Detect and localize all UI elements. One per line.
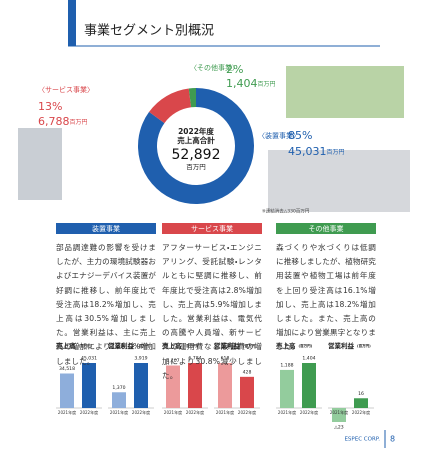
year-label: 2022年度 (300, 409, 318, 415)
chart-title: 売上高 (百万円) (162, 341, 199, 350)
bar (280, 369, 294, 408)
year-label: 2022年度 (80, 409, 98, 415)
bar (354, 398, 368, 408)
bar (218, 363, 232, 408)
bar (112, 392, 126, 408)
bar (60, 373, 74, 408)
donut-segment (149, 88, 192, 124)
segment-amount: 1,404百万円 (226, 77, 276, 90)
donut-segment (138, 88, 254, 204)
column-heading-bg (162, 223, 262, 234)
note: ※連結消去△330百万円 (262, 208, 310, 215)
chart-unit: (百万円) (79, 343, 93, 348)
year-label: 2021年度 (110, 409, 128, 415)
chart-unit: (百万円) (357, 343, 371, 348)
bar (188, 363, 202, 408)
donut-unit: 百万円 (186, 163, 206, 171)
page-number: 8 (390, 435, 395, 444)
chart-title-text: 営業利益 (214, 341, 241, 350)
column-text: 森づくりや水づくりは低調に推移しましたが、植物研究用装置や植物工場は前年度を上回… (276, 243, 376, 352)
bar-label: 34,518 (59, 366, 75, 372)
year-label: 2022年度 (238, 409, 256, 415)
bar (332, 408, 346, 422)
chart-title: 営業利益 (百万円) (328, 341, 371, 350)
column-heading: サービス事業 (191, 224, 233, 233)
bar-label: 16 (358, 391, 364, 397)
segment-percent: 13% (38, 100, 62, 113)
chart-title: 営業利益 (百万円) (214, 341, 257, 350)
segment-amount-value: 6,788 (38, 115, 70, 128)
segment-amount: 45,031百万円 (288, 145, 345, 158)
donut-segment (188, 88, 196, 108)
segment-amount-value: 45,031 (288, 145, 327, 158)
segment-amount-unit: 百万円 (70, 119, 88, 126)
year-label: 2021年度 (164, 409, 182, 415)
column-heading: その他事業 (309, 224, 344, 233)
segment-amount-unit: 百万円 (327, 149, 345, 156)
segment-name: 〈その他事業〉 (190, 63, 239, 72)
bar-label: 1,370 (112, 385, 125, 391)
chart-title: 営業利益 (百万円) (108, 341, 151, 350)
segment-amount-value: 1,404 (226, 77, 258, 90)
chart-title-text: 売上高 (56, 341, 76, 350)
chart-unit: (百万円) (137, 343, 151, 348)
donut-year: 2022年度 (178, 126, 214, 136)
bar (82, 363, 96, 408)
year-label: 2021年度 (58, 409, 76, 415)
bar-label: △23 (334, 425, 343, 431)
segment-name: 〈装置事業〉 (258, 131, 300, 140)
bar-label: 428 (243, 369, 252, 375)
bar (166, 365, 180, 408)
bar (240, 376, 254, 408)
page-title: 事業セグメント別概況 (84, 23, 214, 39)
column-text: アフターサービス・エンジニアリング、受託試験・レンタルともに堅調に推移し、前年度… (162, 243, 262, 380)
bar (134, 363, 148, 408)
chart-title: 売上高 (百万円) (56, 341, 93, 350)
chart-unit: (百万円) (185, 343, 199, 348)
chart-title-text: 営業利益 (328, 341, 355, 350)
photo (18, 128, 62, 200)
bar-label: 1,188 (280, 362, 293, 368)
bar-label: 618 (221, 356, 230, 362)
bar-label: 45,031 (81, 356, 97, 362)
segment-name: 〈サービス事業〉 (38, 85, 94, 94)
year-label: 2022年度 (132, 409, 150, 415)
segment-percent: 2% (226, 63, 243, 76)
year-label: 2021年度 (278, 409, 296, 415)
bar (302, 363, 316, 408)
donut-chart (138, 88, 254, 204)
bar-label: 3,919 (134, 356, 147, 362)
segment-amount-unit: 百万円 (258, 81, 276, 88)
year-label: 2022年度 (186, 409, 204, 415)
chart-title-text: 売上高 (276, 341, 296, 350)
photo (268, 150, 410, 212)
company: ESPEC CORP. (344, 437, 380, 443)
title-bar (68, 0, 76, 46)
year-label: 2022年度 (352, 409, 370, 415)
donut-total-title: 売上高合計 (177, 135, 215, 145)
bar-label: 6,407 (166, 358, 179, 364)
column-heading: 装置事業 (92, 224, 120, 233)
segment-percent: 85% (288, 129, 312, 142)
donut-total: 52,892 (172, 147, 221, 163)
chart-unit: (百万円) (299, 343, 313, 348)
chart-unit: (百万円) (243, 343, 257, 348)
column-heading-bg (56, 223, 156, 234)
photo (286, 66, 404, 118)
bar-label: 1,404 (302, 356, 315, 362)
year-label: 2021年度 (216, 409, 234, 415)
segment-amount: 6,788百万円 (38, 115, 88, 128)
chart-title-text: 営業利益 (108, 341, 135, 350)
column-heading-bg (276, 223, 376, 234)
year-label: 2021年度 (330, 409, 348, 415)
bar-label: 6,784 (188, 356, 201, 362)
column-text: 部品調達難の影響を受けましたが、主力の環境試験器およびエナジーデバイス装置が好調… (56, 243, 156, 366)
chart-title: 売上高 (百万円) (276, 341, 313, 350)
chart-title-text: 売上高 (162, 341, 182, 350)
